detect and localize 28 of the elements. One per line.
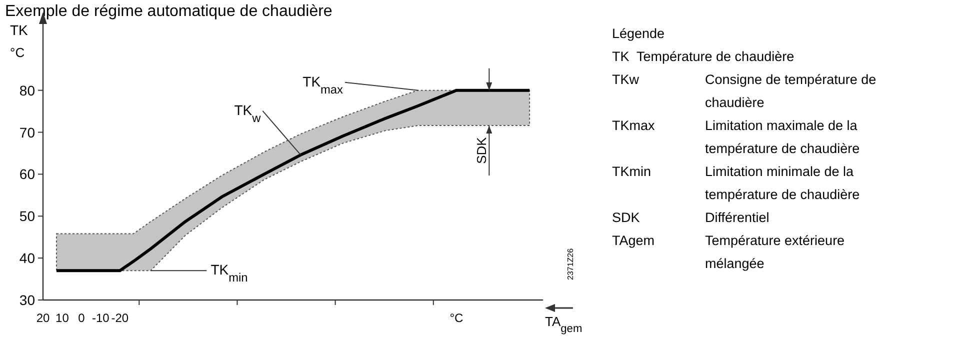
- text: °C: [450, 311, 464, 325]
- y-tick-label: 30: [19, 292, 36, 308]
- text: TKmax Limitation maximale de la température de chaudière: [612, 118, 860, 156]
- text: TKw Consigne de température de chaudière: [612, 72, 876, 110]
- text: TK Température de chaudière: [612, 49, 794, 64]
- x-tick-label: 10: [56, 311, 70, 325]
- text: Légende: [612, 26, 665, 41]
- text: TKmin Limitation minimale de la température de chaudière: [612, 164, 860, 202]
- text: °C: [10, 45, 25, 60]
- text: 2371Z26: [566, 248, 575, 280]
- annotation: SDK: [474, 136, 490, 164]
- y-tick-label: 50: [19, 208, 36, 224]
- y-tick-label: 70: [19, 124, 36, 140]
- x-tick-label: 0: [78, 311, 86, 325]
- text: TAgem Température extérieure mélangée: [612, 233, 845, 271]
- x-tick-label: -10: [92, 311, 110, 325]
- y-tick-label: 60: [19, 166, 36, 182]
- x-axis-title: TA$_{gem}$: [545, 314, 582, 335]
- y-tick-label: 80: [19, 82, 36, 98]
- y-tick-label: 40: [19, 250, 36, 266]
- y-axis-title: TK: [10, 22, 29, 38]
- annotation: TK$_{max}$: [302, 73, 344, 96]
- annotation: TK$_{min}$: [210, 262, 248, 285]
- text: SDK Différentiel: [612, 210, 770, 225]
- x-tick-label: -20: [111, 311, 129, 325]
- x-tick-label: 20: [36, 311, 50, 325]
- chart-title: Exemple de régime automatique de chaudière: [5, 3, 332, 20]
- annotation: TK$_{w}$: [234, 102, 262, 125]
